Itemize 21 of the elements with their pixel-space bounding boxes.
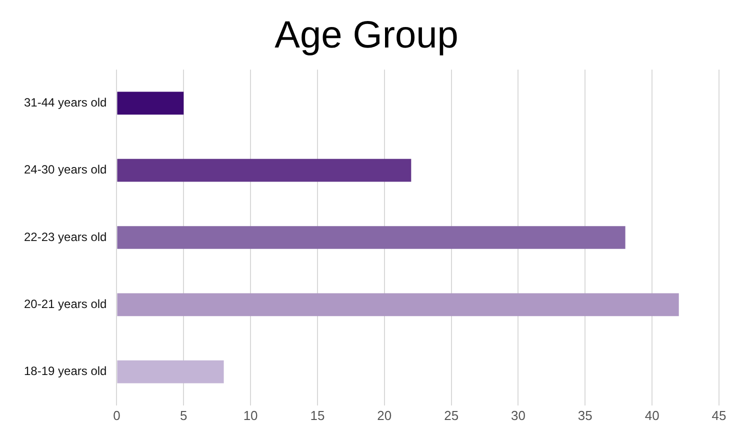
bar [117,158,412,182]
y-tick-label: 20-21 years old [24,296,107,311]
bar [117,92,184,115]
x-tick-label: 5 [180,408,188,423]
x-tick-label: 10 [243,408,258,423]
x-tick-label: 30 [511,408,526,423]
y-tick-label: 18-19 years old [24,364,107,378]
x-tick-label: 45 [712,408,726,423]
chart-title: Age Group [274,14,458,56]
x-tick-label: 15 [310,408,325,423]
x-tick-label: 35 [578,408,592,423]
bar [117,293,679,316]
y-tick-label: 22-23 years old [24,230,107,244]
x-tick-label: 40 [644,408,660,423]
x-tick-label: 25 [444,408,459,423]
y-tick-label: 31-44 years old [24,95,107,110]
bar [117,226,626,249]
x-tick-label: 20 [377,408,392,423]
y-tick-label: 24-30 years old [24,162,107,177]
x-tick-label: 0 [113,408,120,423]
bar [117,360,224,384]
